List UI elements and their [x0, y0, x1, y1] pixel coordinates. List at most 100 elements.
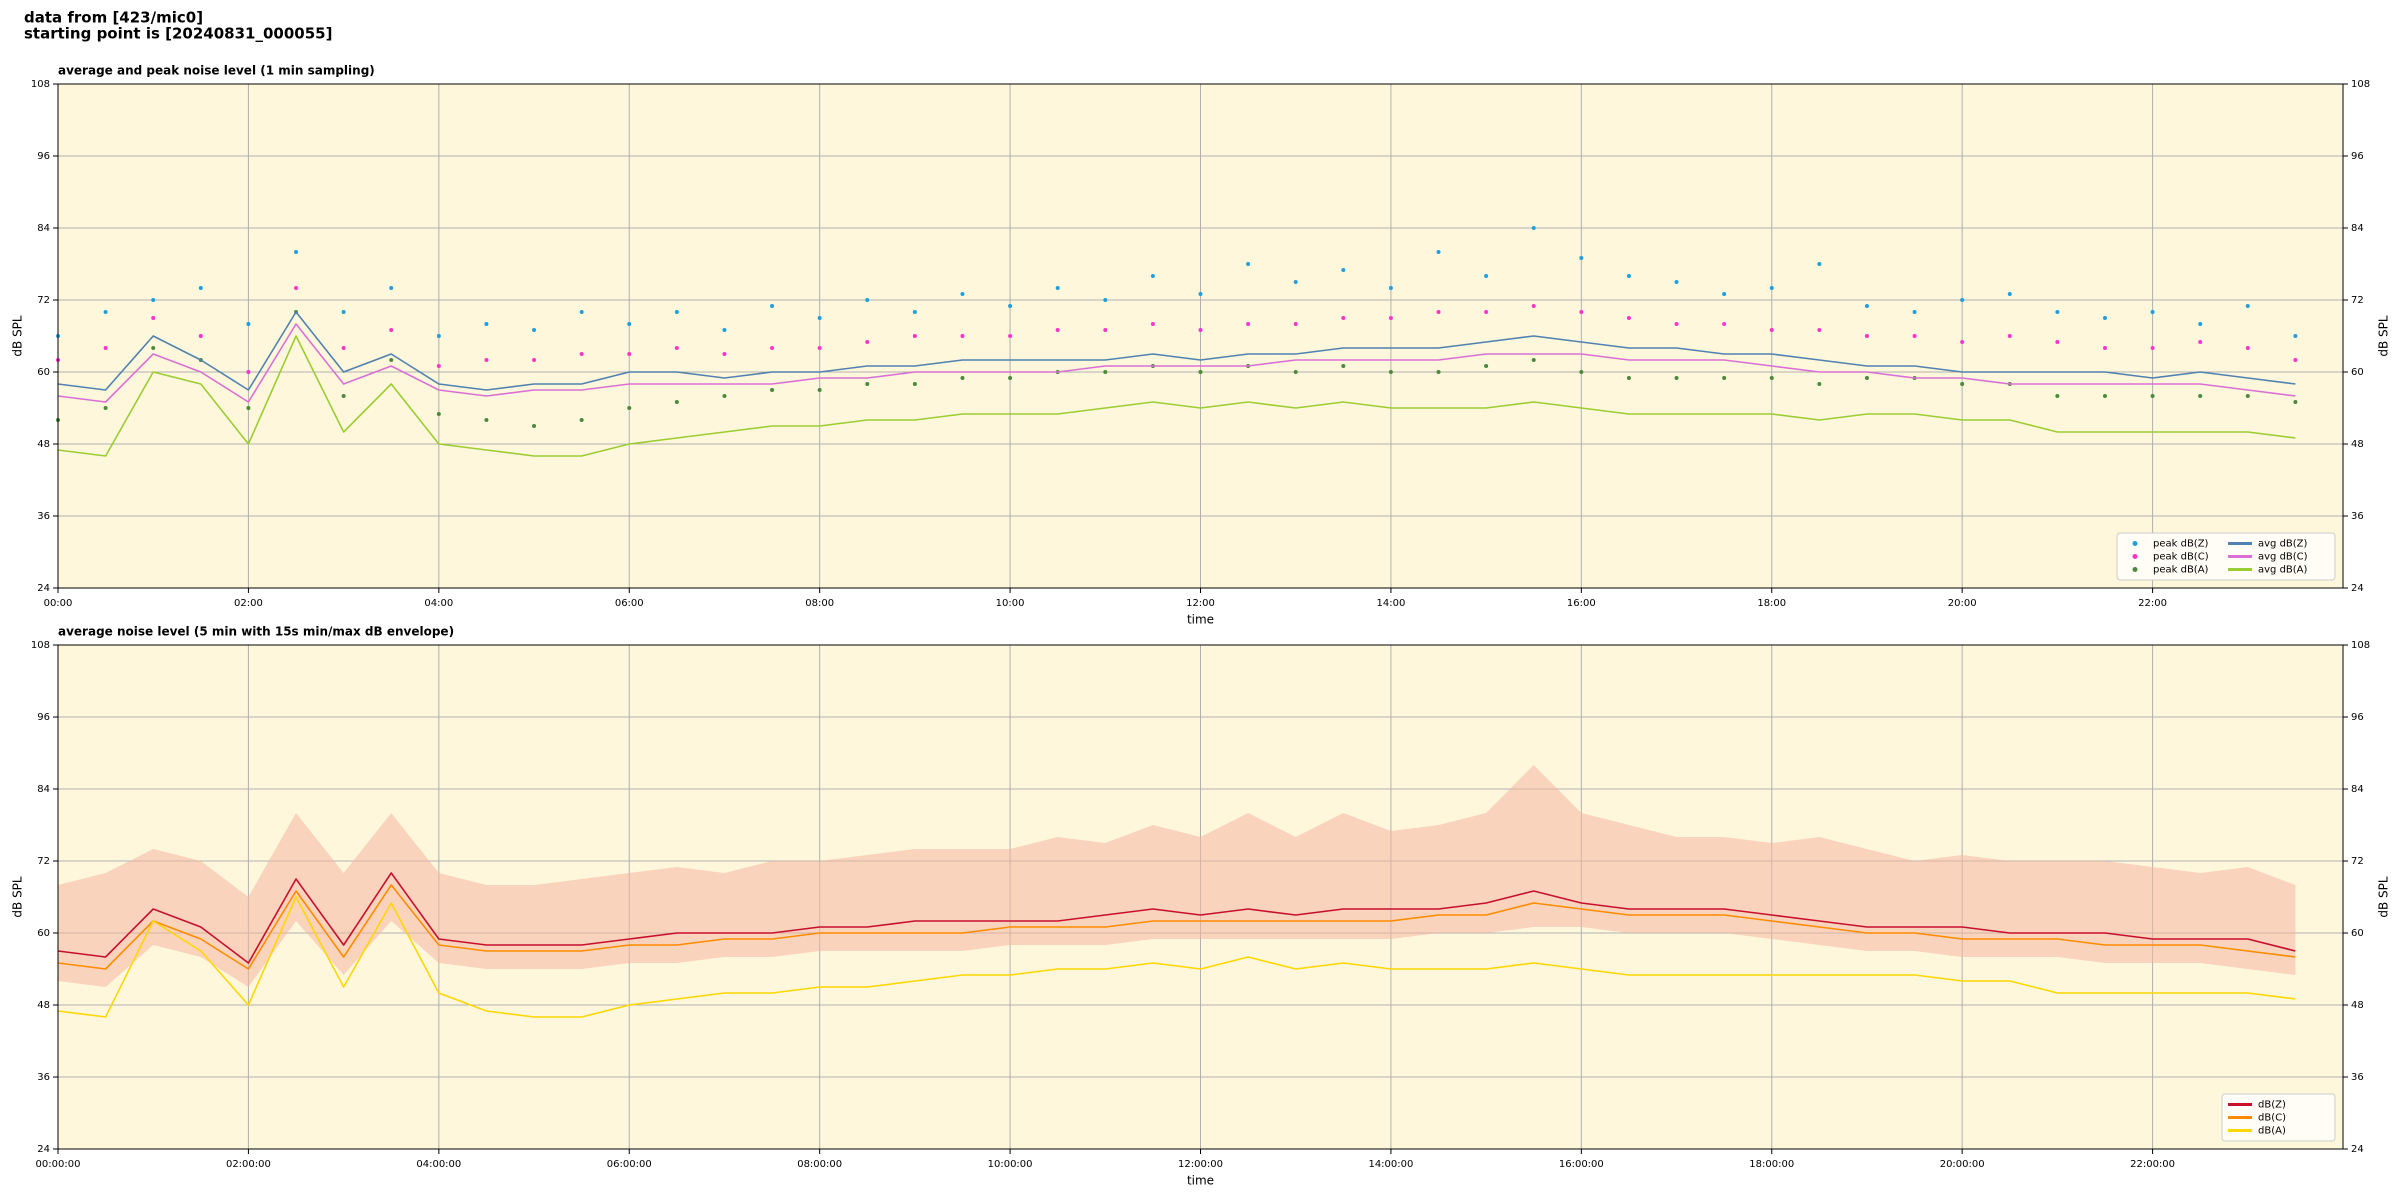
x-tick-label: 00:00:00 — [36, 1159, 81, 1170]
peak-point — [1674, 376, 1679, 380]
peak-point — [1008, 304, 1013, 308]
peak-point — [1864, 376, 1869, 380]
y2-tick-label: 48 — [2351, 1000, 2364, 1011]
y-tick-label: 36 — [37, 511, 50, 522]
y2-tick-label: 60 — [2351, 928, 2364, 939]
peak-point — [1912, 310, 1917, 314]
y2-tick-label: 108 — [2351, 640, 2370, 651]
peak-point — [960, 292, 965, 296]
peak-point — [865, 340, 870, 344]
peak-point — [2293, 358, 2298, 362]
peak-point — [484, 358, 489, 362]
peak-point — [1960, 340, 1965, 344]
y2-axis-label: dB SPL — [2377, 876, 2391, 918]
header-line: data from [423/mic0] — [24, 9, 203, 27]
peak-point — [1769, 286, 1774, 290]
y-tick-label: 72 — [37, 295, 50, 306]
x-tick-label: 10:00 — [996, 598, 1025, 609]
peak-point — [1103, 370, 1108, 374]
peak-point — [294, 286, 299, 290]
peak-point — [1531, 358, 1536, 362]
peak-point — [1436, 370, 1441, 374]
series-line — [57, 896, 2296, 1018]
peak-point — [1246, 322, 1251, 326]
peak-point — [1864, 334, 1869, 338]
peak-point — [341, 310, 346, 314]
peak-point — [722, 328, 727, 332]
x-axis-label: time — [1187, 1174, 1214, 1188]
peak-point — [1293, 322, 1298, 326]
peak-point — [1150, 274, 1155, 278]
peak-point — [2198, 322, 2203, 326]
peak-point — [1579, 256, 1584, 260]
peak-point — [436, 412, 441, 416]
peak-point — [674, 400, 679, 404]
x-tick-label: 02:00 — [234, 598, 263, 609]
peak-point — [532, 424, 537, 428]
peak-point — [532, 328, 537, 332]
peak-point — [484, 418, 489, 422]
peak-point — [1626, 274, 1631, 278]
peak-point — [389, 286, 394, 290]
peak-point — [2245, 304, 2250, 308]
peak-point — [627, 352, 632, 356]
peak-point — [865, 298, 870, 302]
x-tick-label: 22:00 — [2138, 598, 2167, 609]
y-tick-label: 60 — [37, 928, 50, 939]
peak-point — [2150, 346, 2155, 350]
y2-tick-label: 72 — [2351, 856, 2364, 867]
peak-point — [1484, 364, 1489, 368]
x-tick-label: 16:00:00 — [1559, 1159, 1604, 1170]
peak-point — [1484, 274, 1489, 278]
x-tick-label: 04:00 — [424, 598, 453, 609]
peak-point — [1436, 250, 1441, 254]
legend-label: avg dB(C) — [2258, 552, 2308, 563]
chart: average and peak noise level (1 min samp… — [11, 64, 2391, 627]
legend-marker — [2132, 541, 2138, 546]
x-tick-label: 14:00:00 — [1368, 1159, 1413, 1170]
peak-point — [1008, 334, 1013, 338]
legend-label: avg dB(Z) — [2258, 539, 2308, 550]
peak-point — [1674, 280, 1679, 284]
x-tick-label: 06:00 — [615, 598, 644, 609]
peak-point — [912, 334, 917, 338]
legend-marker — [2132, 567, 2138, 572]
peak-point — [2007, 334, 2012, 338]
peak-point — [2245, 346, 2250, 350]
peak-point — [1103, 298, 1108, 302]
peak-point — [912, 310, 917, 314]
peak-point — [294, 250, 299, 254]
peak-point — [2102, 394, 2107, 398]
y2-tick-label: 84 — [2351, 223, 2364, 234]
envelope — [58, 765, 2296, 987]
peak-point — [484, 322, 489, 326]
peak-point — [1960, 298, 1965, 302]
peak-point — [1388, 370, 1393, 374]
legend-label: peak dB(Z) — [2153, 539, 2209, 550]
peak-point — [770, 304, 775, 308]
y2-tick-label: 108 — [2351, 79, 2370, 90]
peak-point — [1674, 322, 1679, 326]
peak-point — [341, 394, 346, 398]
y2-tick-label: 60 — [2351, 367, 2364, 378]
x-tick-label: 20:00:00 — [1940, 1159, 1985, 1170]
y2-tick-label: 96 — [2351, 712, 2364, 723]
chart-title: average noise level (5 min with 15s min/… — [58, 625, 454, 639]
y-tick-label: 48 — [37, 439, 50, 450]
y2-tick-label: 84 — [2351, 784, 2364, 795]
peak-point — [1008, 376, 1013, 380]
peak-point — [151, 316, 156, 320]
legend-label: peak dB(C) — [2153, 552, 2209, 563]
y2-tick-label: 36 — [2351, 511, 2364, 522]
peak-point — [246, 406, 251, 410]
peak-point — [1579, 310, 1584, 314]
peak-point — [1722, 292, 1727, 296]
peak-point — [151, 298, 156, 302]
y-tick-label: 24 — [37, 583, 50, 594]
peak-point — [674, 346, 679, 350]
peak-point — [1055, 328, 1060, 332]
peak-point — [1960, 382, 1965, 386]
peak-point — [2198, 394, 2203, 398]
peak-point — [865, 382, 870, 386]
y2-tick-label: 24 — [2351, 583, 2364, 594]
